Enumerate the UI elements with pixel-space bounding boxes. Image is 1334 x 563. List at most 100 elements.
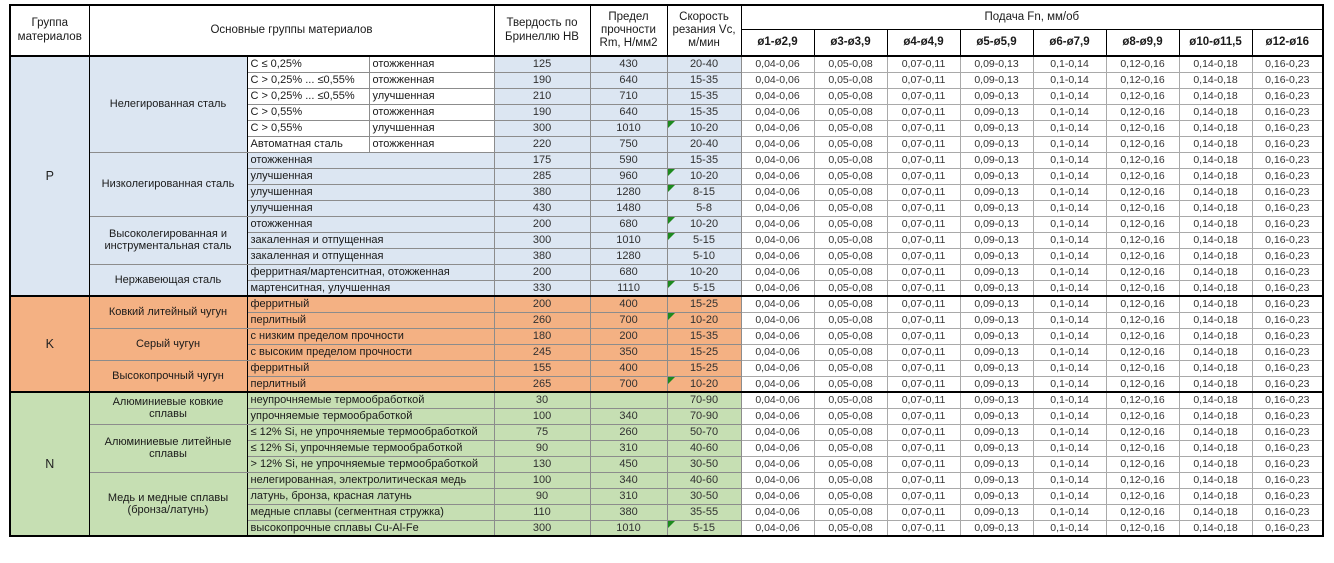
col-header-diameter: ø5-ø5,9 bbox=[959, 28, 1034, 57]
cell-feed: 0,16-0,23 bbox=[1251, 487, 1324, 505]
cell-subgroup: Алюминиевые литейные сплавы bbox=[88, 423, 248, 473]
cell-feed: 0,14-0,18 bbox=[1178, 135, 1253, 153]
cell-feed: 0,09-0,13 bbox=[959, 183, 1034, 201]
cell-feed: 0,1-0,14 bbox=[1032, 55, 1107, 73]
cell-feed: 0,14-0,18 bbox=[1178, 407, 1253, 425]
col-header-diameter: ø8-ø9,9 bbox=[1105, 28, 1180, 57]
cell-feed: 0,16-0,23 bbox=[1251, 247, 1324, 265]
cell-hb: 265 bbox=[493, 375, 591, 393]
table-row: N Алюминиевые ковкие сплавы неупрочняемые … bbox=[9, 391, 1324, 537]
cell-feed: 0,07-0,11 bbox=[886, 279, 961, 297]
cell-feed: 0,07-0,11 bbox=[886, 487, 961, 505]
cell-feed: 0,07-0,11 bbox=[886, 215, 961, 233]
cell-feed: 0,07-0,11 bbox=[886, 503, 961, 521]
table-row: с высоким пределом прочности 245 350 15-25 0… bbox=[10, 343, 1324, 361]
cell-desc-composition: Автоматная сталь bbox=[246, 135, 370, 153]
cell-hb: 100 bbox=[493, 471, 591, 489]
cell-feed: 0,09-0,13 bbox=[959, 231, 1034, 249]
cell-feed: 0,05-0,08 bbox=[813, 135, 888, 153]
cell-feed: 0,12-0,16 bbox=[1105, 151, 1180, 169]
cell-feed: 0,1-0,14 bbox=[1032, 151, 1107, 169]
cell-feed: 0,04-0,06 bbox=[740, 279, 815, 297]
header-row-1: Группа материалов Основные группы матери… bbox=[9, 4, 1324, 57]
cell-feed: 0,07-0,11 bbox=[886, 87, 961, 105]
cell-desc: улучшенная bbox=[246, 167, 495, 185]
cell-vc: 8-15 bbox=[666, 183, 742, 201]
cell-feed: 0,14-0,18 bbox=[1178, 375, 1253, 393]
cell-feed: 0,1-0,14 bbox=[1032, 503, 1107, 521]
cell-desc: неупрочняемые термообработкой bbox=[246, 391, 495, 409]
cell-desc-composition: C > 0,55% bbox=[246, 103, 370, 121]
table-row: улучшенная 285 960 10-20 0,04-0,06 0,05-0,08 0… bbox=[10, 167, 1324, 185]
cell-feed: 0,1-0,14 bbox=[1032, 135, 1107, 153]
cell-desc: с низким пределом прочности bbox=[246, 327, 495, 345]
cell-hb: 220 bbox=[493, 135, 591, 153]
table-row: Высокопрочный чугун ферритный 155 400 15-25 0… bbox=[10, 359, 1324, 393]
cell-desc-condition: отожженная bbox=[368, 71, 495, 89]
cell-feed: 0,14-0,18 bbox=[1178, 439, 1253, 457]
cell-feed: 0,07-0,11 bbox=[886, 119, 961, 137]
cell-feed: 0,14-0,18 bbox=[1178, 327, 1253, 345]
cell-feed: 0,09-0,13 bbox=[959, 455, 1034, 473]
cell-feed: 0,05-0,08 bbox=[813, 343, 888, 361]
cell-hb: 330 bbox=[493, 279, 591, 297]
cell-feed: 0,07-0,11 bbox=[886, 407, 961, 425]
cell-rm: 450 bbox=[589, 455, 668, 473]
cell-feed: 0,05-0,08 bbox=[813, 215, 888, 233]
cell-rm: 430 bbox=[589, 55, 668, 73]
cell-desc-condition: отожженная bbox=[368, 103, 495, 121]
cell-vc: 70-90 bbox=[666, 407, 742, 425]
cell-feed: 0,07-0,11 bbox=[886, 471, 961, 489]
cell-feed: 0,1-0,14 bbox=[1032, 71, 1107, 89]
cell-feed: 0,12-0,16 bbox=[1105, 439, 1180, 457]
cell-subgroup: Нержавеющая сталь bbox=[88, 263, 248, 297]
cell-vc: 15-25 bbox=[666, 343, 742, 361]
cell-feed: 0,04-0,06 bbox=[740, 167, 815, 185]
cell-group-letter: K bbox=[9, 295, 90, 393]
cell-feed: 0,04-0,06 bbox=[740, 199, 815, 217]
cell-hb: 285 bbox=[493, 167, 591, 185]
cell-rm: 700 bbox=[589, 311, 668, 329]
cell-desc: высокопрочные сплавы Cu-Al-Fe bbox=[246, 519, 495, 537]
cell-feed: 0,07-0,11 bbox=[886, 455, 961, 473]
cell-hb: 300 bbox=[493, 519, 591, 537]
cell-desc: ферритный bbox=[246, 295, 495, 313]
cell-rm: 1110 bbox=[589, 279, 668, 297]
cell-feed: 0,04-0,06 bbox=[740, 359, 815, 377]
cell-feed: 0,1-0,14 bbox=[1032, 119, 1107, 137]
cell-feed: 0,07-0,11 bbox=[886, 439, 961, 457]
cell-feed: 0,04-0,06 bbox=[740, 119, 815, 137]
cell-feed: 0,14-0,18 bbox=[1178, 391, 1253, 409]
table-row: ≤ 12% Si, упрочняемые термообработкой 90 3… bbox=[10, 439, 1324, 457]
cell-feed: 0,12-0,16 bbox=[1105, 279, 1180, 297]
cell-feed: 0,07-0,11 bbox=[886, 103, 961, 121]
cell-feed: 0,12-0,16 bbox=[1105, 135, 1180, 153]
cell-feed: 0,1-0,14 bbox=[1032, 343, 1107, 361]
cell-vc: 30-50 bbox=[666, 487, 742, 505]
cell-vc: 40-60 bbox=[666, 439, 742, 457]
cell-subgroup: Низколегированная сталь bbox=[88, 151, 248, 217]
cell-feed: 0,09-0,13 bbox=[959, 247, 1034, 265]
cell-subgroup: Серый чугун bbox=[88, 327, 248, 361]
cell-hb: 90 bbox=[493, 487, 591, 505]
cell-desc: ферритная/мартенситная, отожженная bbox=[246, 263, 495, 281]
cell-feed: 0,04-0,06 bbox=[740, 231, 815, 249]
cell-feed: 0,14-0,18 bbox=[1178, 87, 1253, 105]
cell-hb: 175 bbox=[493, 151, 591, 169]
cell-feed: 0,14-0,18 bbox=[1178, 343, 1253, 361]
cell-vc: 10-20 bbox=[666, 263, 742, 281]
comment-flag-icon bbox=[668, 233, 675, 240]
cell-hb: 300 bbox=[493, 119, 591, 137]
cell-feed: 0,04-0,06 bbox=[740, 295, 815, 313]
cell-feed: 0,14-0,18 bbox=[1178, 471, 1253, 489]
cell-rm: 340 bbox=[589, 407, 668, 425]
comment-flag-icon bbox=[668, 313, 675, 320]
cell-feed: 0,09-0,13 bbox=[959, 519, 1034, 537]
cell-feed: 0,1-0,14 bbox=[1032, 391, 1107, 409]
cell-feed: 0,16-0,23 bbox=[1251, 103, 1324, 121]
cell-vc: 15-25 bbox=[666, 359, 742, 377]
feed-header-row: ø1-ø2,9 ø3-ø3,9 ø4-ø4,9 ø5-ø5,9 ø6-ø7,9 ø8-ø9… bbox=[10, 28, 1324, 57]
cell-desc-composition: C ≤ 0,25% bbox=[246, 55, 370, 73]
cell-feed: 0,1-0,14 bbox=[1032, 519, 1107, 537]
cell-feed: 0,12-0,16 bbox=[1105, 167, 1180, 185]
